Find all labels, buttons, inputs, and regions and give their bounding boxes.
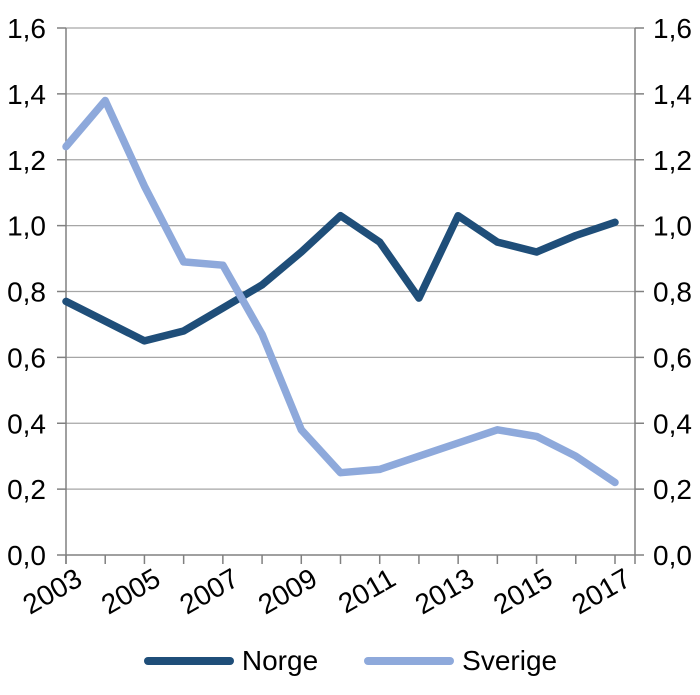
y-tick-label-right: 1,0 [653, 211, 692, 242]
y-tick-label-left: 1,6 [7, 13, 46, 44]
y-tick-label-left: 0,0 [7, 540, 46, 571]
x-tick-label: 2009 [253, 562, 322, 620]
y-tick-label-right: 1,2 [653, 145, 692, 176]
y-tick-label-left: 1,4 [7, 79, 46, 110]
sverige-line [62, 96, 619, 487]
chart-legend: Norge Sverige [0, 647, 700, 675]
y-tick-label-left: 1,2 [7, 145, 46, 176]
norge-line-swatch [143, 657, 234, 665]
legend-item-norge: Norge [143, 647, 318, 675]
x-tick-label: 2003 [18, 562, 87, 620]
norge-line [62, 211, 619, 345]
x-tick-label: 2015 [488, 562, 557, 620]
y-tick-label-left: 0,6 [7, 342, 46, 373]
x-tick-label: 2013 [410, 562, 479, 620]
y-tick-label-right: 0,6 [653, 342, 692, 373]
y-tick-label-right: 1,6 [653, 13, 692, 44]
y-tick-label-right: 1,4 [653, 79, 692, 110]
y-tick-label-left: 0,2 [7, 474, 46, 505]
y-tick-label-right: 0,4 [653, 408, 692, 439]
y-tick-label-left: 0,8 [7, 277, 46, 308]
legend-item-sverige: Sverige [363, 647, 557, 675]
y-tick-label-left: 0,4 [7, 408, 46, 439]
x-tick-label: 2011 [333, 562, 401, 619]
y-tick-label-left: 1,0 [7, 211, 46, 242]
x-tick-label: 2017 [567, 562, 636, 620]
x-tick-label: 2005 [96, 562, 165, 620]
x-tick-label: 2007 [174, 562, 243, 620]
y-tick-label-right: 0,8 [653, 277, 692, 308]
line-chart: 0,0 0,0 0,2 0,2 0,4 0,4 0,6 0,6 0,8 0,8 1,0 1,0 1,2 1… [7, 13, 692, 620]
sverige-line-swatch [364, 657, 455, 665]
legend-label-norge: Norge [241, 645, 319, 676]
y-tick-label-right: 0,0 [653, 540, 692, 571]
legend-label-sverige: Sverige [462, 645, 558, 676]
y-tick-label-right: 0,2 [653, 474, 692, 505]
